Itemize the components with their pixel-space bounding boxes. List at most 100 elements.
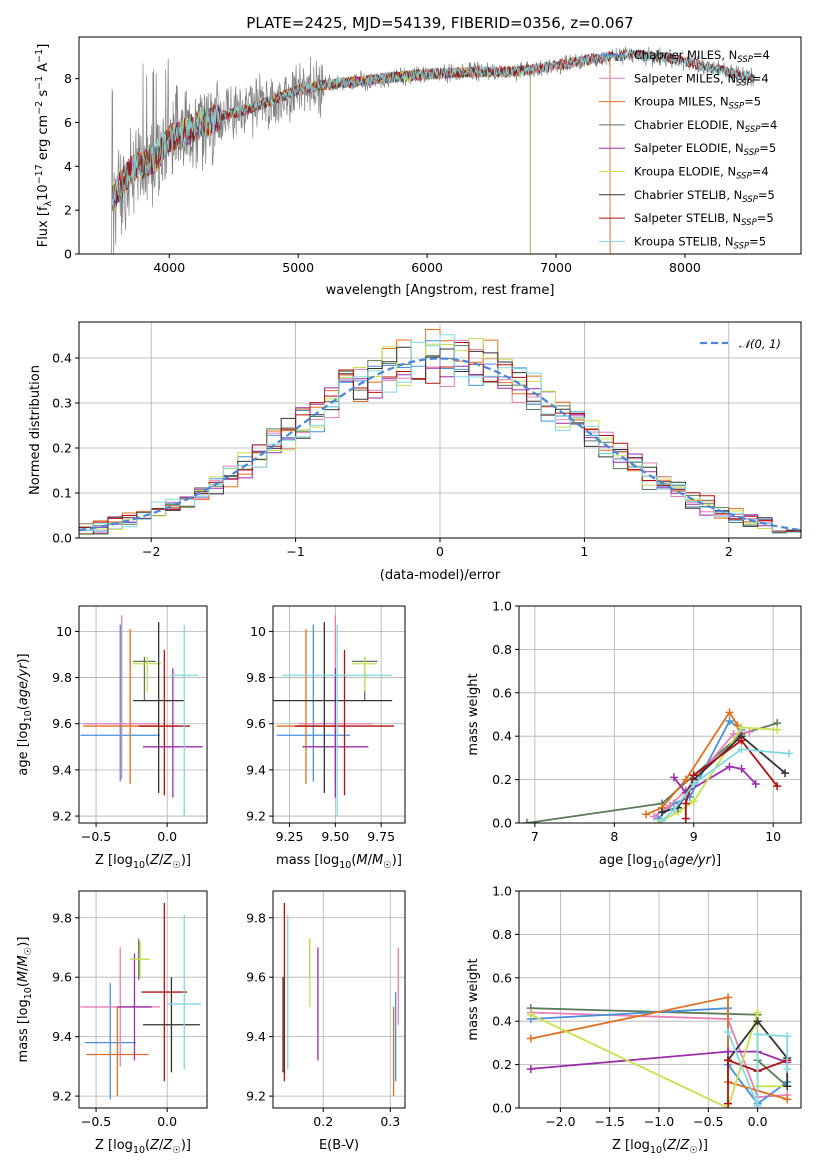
weight_vs_Z-marker-kroupa_stelib xyxy=(753,1030,762,1039)
age_vs_Z-xtick-label: 0.0 xyxy=(157,829,177,844)
weight_vs_age-marker-kroupa_elodie xyxy=(737,723,746,732)
weight_vs_Z-marker-kroupa_miles xyxy=(724,993,733,1002)
spectrum-plot-area xyxy=(111,45,755,254)
weight_vs_Z-marker-chabrier_stelib xyxy=(783,1082,792,1091)
residuals-plot-area xyxy=(79,329,801,535)
legend-label-salpeter_stelib: Salpeter STELIB, NSSP=5 xyxy=(634,211,774,228)
weight_vs_age-ytick-label: 0.0 xyxy=(492,816,512,831)
residuals-ytick-label: 0.2 xyxy=(52,441,72,456)
age_vs_Z-xtick-label: −0.5 xyxy=(81,829,111,844)
weight_vs_Z-xtick-label: 0.0 xyxy=(748,1114,768,1129)
residuals-ytick-label: 0.4 xyxy=(52,351,72,366)
mass_vs_ebv-xlabel: E(B-V) xyxy=(319,1138,359,1153)
spectrum-model-line-kroupa_stelib xyxy=(112,49,755,208)
weight_vs_Z-xtick-label: −0.5 xyxy=(693,1114,723,1129)
spectrum-ylabel: Flux [fλ10−17 erg cm−2 s−1 A−1] xyxy=(34,44,54,248)
weight_vs_age-marker-salpeter_miles xyxy=(650,812,659,821)
mass_vs_ebv-frame xyxy=(272,890,406,1109)
weight_vs_age-line-kroupa_miles xyxy=(645,710,739,816)
spectrum-xtick-label: 5000 xyxy=(282,260,314,275)
weight_vs_Z-marker-salpeter_stelib xyxy=(724,1056,733,1065)
mass_vs_Z-ytick-label: 9.8 xyxy=(52,910,72,925)
weight_vs_Z-marker-kroupa_elodie xyxy=(753,1008,762,1017)
residual-histogram-kroupa_stelib xyxy=(79,334,801,534)
weight_vs_age-marker-salpeter_elodie xyxy=(725,762,734,771)
weight_vs_Z-marker-salpeter_elodie xyxy=(724,1047,733,1056)
weight_vs_Z-ytick-label: 1.0 xyxy=(492,884,512,899)
legend-label-chabrier_elodie: Chabrier ELODIE, NSSP=4 xyxy=(634,118,777,135)
weight_vs_age-plot-area xyxy=(522,708,794,823)
age_vs_Z-ytick-label: 10 xyxy=(56,624,72,639)
weight_vs_Z-ytick-label: 0.4 xyxy=(492,1014,512,1029)
legend-label-chabrier_miles: Chabrier MILES, NSSP=4 xyxy=(634,48,770,65)
mass_vs_Z-plot-area xyxy=(80,902,202,1100)
age_vs_Z-frame-group: −0.5 0.0 9.2 9.4 9.6 9.8 10 xyxy=(52,605,208,844)
spectrum-ytick-label: 0 xyxy=(64,247,72,262)
age_vs_Z-ylabel: age [log10(age/yr)] xyxy=(16,653,34,775)
spectrum-ytick-label: 4 xyxy=(64,159,72,174)
mass_vs_ebv-ytick-label: 9.2 xyxy=(246,1089,266,1104)
weight_vs_age-ytick-label: 0.8 xyxy=(492,642,512,657)
residuals-legend: 𝒩(0, 1) xyxy=(700,337,781,351)
weight_vs_Z-xtick-label: −1.5 xyxy=(595,1114,625,1129)
spectrum-ytick-label: 2 xyxy=(64,203,72,218)
mass_vs_Z-ytick-label: 9.2 xyxy=(52,1089,72,1104)
legend-label-salpeter_miles: Salpeter MILES, NSSP=4 xyxy=(634,71,769,88)
weight_vs_Z-marker-kroupa_stelib xyxy=(783,1032,792,1041)
weight_vs_Z-ytick-label: 0.6 xyxy=(492,970,512,985)
residuals-ytick-label: 0.1 xyxy=(52,486,72,501)
weight_vs_Z-marker-salpeter_elodie xyxy=(526,1064,535,1073)
age_vs_mass-ytick-label: 10 xyxy=(250,624,266,639)
weight_vs_age-marker-kroupa_stelib xyxy=(657,816,666,823)
spectrum-xtick-label: 6000 xyxy=(411,260,443,275)
weight_vs_age-xtick-label: 8 xyxy=(610,829,618,844)
legend-label-kroupa_miles: Kroupa MILES, NSSP=5 xyxy=(634,95,761,112)
mass_vs_Z-xlabel: Z [log10(Z/Z☉)] xyxy=(95,1138,191,1156)
residual-histogram-chabrier_stelib xyxy=(79,346,801,535)
spectrum-ytick-label: 8 xyxy=(64,71,72,86)
legend-label-chabrier_stelib: Chabrier STELIB, NSSP=5 xyxy=(634,188,775,205)
age_vs_mass-xtick-label: 9.75 xyxy=(367,829,395,844)
mass_vs_ebv-axes xyxy=(273,891,405,1108)
weight_vs_age-marker-kroupa_miles xyxy=(642,810,651,819)
age_vs_Z-xlabel: Z [log10(Z/Z☉)] xyxy=(95,853,191,871)
weight_vs_age-ylabel: mass weight xyxy=(466,673,481,755)
weight_vs_Z-xtick-label: −2.0 xyxy=(545,1114,575,1129)
weight_vs_age-marker-salpeter_stelib xyxy=(737,736,746,745)
age_vs_mass-ytick-label: 9.2 xyxy=(246,809,266,824)
weight_vs_age-ytick-label: 0.2 xyxy=(492,772,512,787)
weight_vs_age-xlabel: age [log10(age/yr)] xyxy=(599,853,721,871)
age_vs_mass-xlabel: mass [log10(M/M☉)] xyxy=(276,853,402,871)
spectrum-frame xyxy=(78,36,802,255)
mass_vs_Z-xtick-label: −0.5 xyxy=(81,1114,111,1129)
weight_vs_age-marker-salpeter_elodie xyxy=(737,764,746,773)
weight_vs_Z-ytick-label: 0.2 xyxy=(492,1057,512,1072)
mass_vs_Z-frame xyxy=(78,890,208,1109)
residuals-ylabel: Normed distribution xyxy=(28,365,43,495)
mass_vs_Z-ytick-label: 9.4 xyxy=(52,1029,72,1044)
spectrum-xlabel: wavelength [Angstrom, rest frame] xyxy=(326,283,555,298)
spectrum-ytick-label: 6 xyxy=(64,115,72,130)
weight_vs_age-marker-salpeter_stelib xyxy=(689,771,698,780)
age_vs_Z-plot-area xyxy=(80,615,203,817)
weight_vs_age-marker-kroupa_stelib xyxy=(737,745,746,754)
residuals-ytick-label: 0.3 xyxy=(52,396,72,411)
weight_vs_age-marker-kroupa_stelib xyxy=(669,805,678,814)
mass_vs_Z-ylabel: mass [log10(M/M☉)] xyxy=(16,937,34,1063)
spectrum-model-line-salpeter_stelib xyxy=(112,49,755,208)
weight_vs_Z-marker-salpeter_stelib xyxy=(724,1099,733,1108)
weight_vs_Z-frame-group: −2.0 −1.5 −1.0 −0.5 0.0 0.0 0.2 0.4 0.6 0.8 1.0 xyxy=(492,884,802,1129)
age_vs_mass-xtick-label: 9.50 xyxy=(321,829,349,844)
weight_vs_age-marker-salpeter_miles xyxy=(745,727,754,736)
weight_vs_Z-marker-kroupa_elodie xyxy=(526,1010,535,1019)
weight_vs_Z-frame xyxy=(518,890,802,1109)
weight_vs_age-marker-kroupa_stelib xyxy=(689,779,698,788)
legend-label-salpeter_elodie: Salpeter ELODIE, NSSP=5 xyxy=(634,141,776,158)
age_vs_Z-axes xyxy=(79,606,207,823)
weight_vs_age-marker-kroupa_miles xyxy=(725,708,734,717)
spectrum-frame-group: 4000 5000 6000 7000 8000 0 2 4 6 8 xyxy=(64,36,802,275)
weight_vs_age-xtick-label: 10 xyxy=(765,829,781,844)
weight_vs_Z-marker-kroupa_miles xyxy=(783,1095,792,1104)
weight_vs_age-ytick-label: 0.6 xyxy=(492,685,512,700)
weight_vs_Z-xlabel: Z [log10(Z/Z☉)] xyxy=(612,1138,708,1156)
